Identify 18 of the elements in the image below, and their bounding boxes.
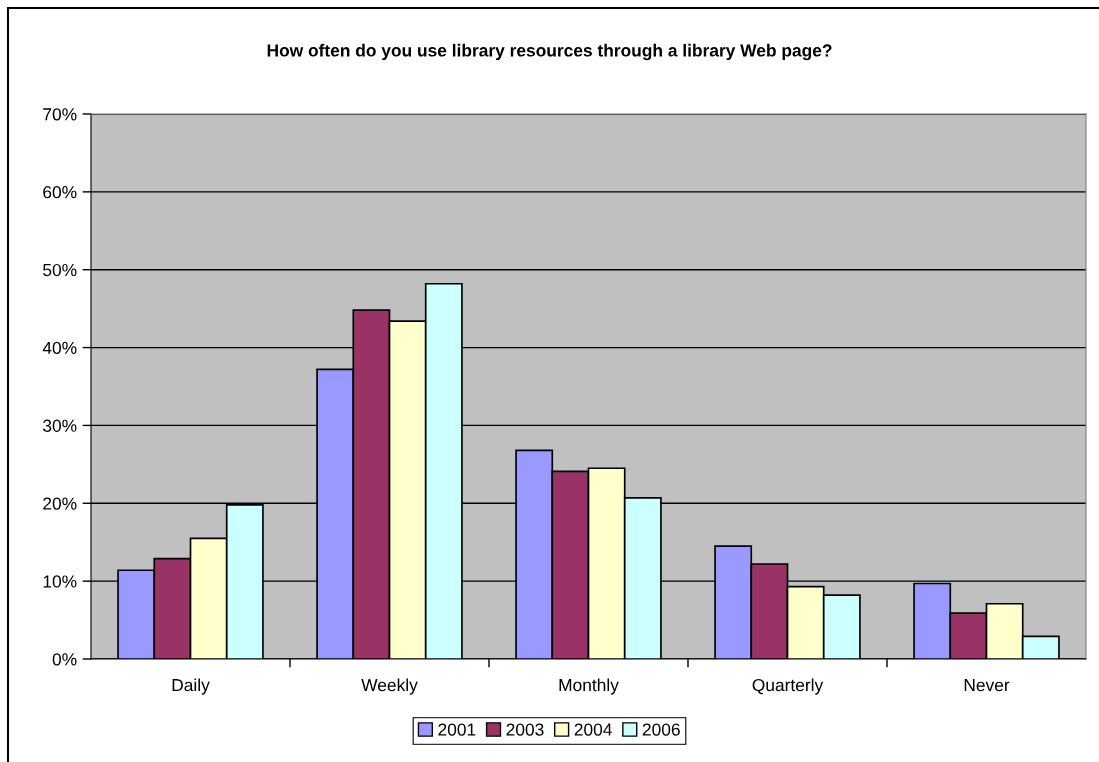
legend-label: 2001 xyxy=(438,723,476,736)
y-tick-label: 70% xyxy=(43,108,77,121)
y-tick-label: 40% xyxy=(42,341,77,355)
chart-title: How often do you use library resources through a library Web page? xyxy=(267,43,832,61)
y-tick-label: 60% xyxy=(43,186,77,199)
y-tick-label: 20% xyxy=(43,497,77,510)
x-tick-label: Monthly xyxy=(559,678,619,695)
y-tick-label: 30% xyxy=(43,419,77,432)
legend-label: 2004 xyxy=(574,723,612,736)
x-tick-label: Never xyxy=(964,679,1010,692)
y-tick-label: 50% xyxy=(43,263,77,277)
y-tick-label: 10% xyxy=(43,575,77,588)
x-tick-label: Daily xyxy=(172,678,210,695)
y-tick-label: 0% xyxy=(52,653,77,666)
x-tick-label: Weekly xyxy=(361,678,418,695)
legend-label: 2006 xyxy=(642,723,680,736)
legend-label: 2003 xyxy=(506,723,544,736)
x-tick-label: Quarterly xyxy=(752,678,824,695)
